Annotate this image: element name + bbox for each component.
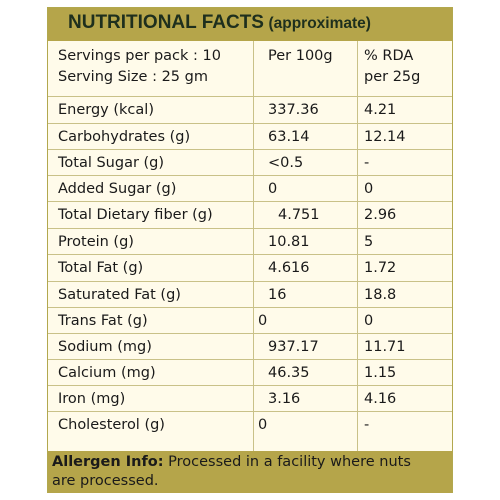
- title-bar: NUTRITIONAL FACTS (approximate): [48, 8, 452, 41]
- nutrient-row: Energy (kcal) 337.36 4.21: [48, 97, 452, 124]
- panel-title: NUTRITIONAL FACTS (approximate): [68, 12, 371, 34]
- nutrient-rda: 11.71: [364, 339, 406, 355]
- nutrient-name: Total Dietary fiber (g): [58, 207, 213, 223]
- nutrient-row: Total Sugar (g) <0.5 -: [48, 150, 452, 176]
- nutrient-rda: 0: [364, 313, 374, 329]
- nutrient-per-100g: 10.81: [268, 234, 310, 250]
- rda-header-line1: % RDA: [364, 48, 414, 64]
- per-100g-header: Per 100g: [268, 48, 333, 64]
- allergen-text: Allergen Info: Processed in a facility w…: [52, 453, 411, 491]
- nutrient-row: Sodium (mg) 937.17 11.71: [48, 334, 452, 360]
- nutrition-facts-panel: NUTRITIONAL FACTS (approximate) Servings…: [47, 7, 453, 493]
- nutrition-table: Servings per pack : 10 Serving Size : 25…: [48, 41, 452, 438]
- nutrient-row: Saturated Fat (g) 16 18.8: [48, 282, 452, 308]
- nutrient-rda: 1.72: [364, 260, 397, 276]
- nutrient-per-100g: 3.16: [268, 391, 301, 407]
- allergen-line2: are processed.: [52, 473, 159, 489]
- nutrient-per-100g: 0: [258, 313, 268, 329]
- nutrient-per-100g: 337.36: [268, 102, 319, 118]
- nutrient-row: Protein (g) 10.81 5: [48, 229, 452, 255]
- nutrient-row: Iron (mg) 3.16 4.16: [48, 386, 452, 412]
- nutrient-per-100g: 46.35: [268, 365, 310, 381]
- allergen-label: Allergen Info:: [52, 454, 164, 470]
- nutrient-name: Carbohydrates (g): [58, 129, 191, 145]
- rda-header: % RDA per 25g: [364, 46, 420, 101]
- nutrient-rda: -: [364, 155, 370, 171]
- nutrient-name: Iron (mg): [58, 391, 126, 407]
- nutrient-per-100g: 4.616: [268, 260, 310, 276]
- title-sub: (approximate): [268, 15, 371, 32]
- nutrient-name: Total Fat (g): [58, 260, 144, 276]
- serving-row: Servings per pack : 10 Serving Size : 25…: [48, 41, 452, 97]
- nutrient-name: Sodium (mg): [58, 339, 152, 355]
- nutrient-name: Energy (kcal): [58, 102, 154, 118]
- nutrient-rda: 1.15: [364, 365, 397, 381]
- nutrient-per-100g: <0.5: [268, 155, 304, 171]
- nutrient-name: Added Sugar (g): [58, 181, 177, 197]
- nutrient-per-100g: 4.751: [278, 207, 320, 223]
- nutrient-rda: 4.16: [364, 391, 397, 407]
- nutrient-rda: -: [364, 417, 370, 433]
- nutrient-name: Saturated Fat (g): [58, 287, 181, 303]
- nutrient-row: Added Sugar (g) 0 0: [48, 176, 452, 202]
- allergen-footer: Allergen Info: Processed in a facility w…: [48, 451, 452, 493]
- nutrient-rda: 0: [364, 181, 374, 197]
- nutrient-rda: 18.8: [364, 287, 397, 303]
- serving-size: Serving Size : 25 gm: [58, 69, 208, 85]
- allergen-line1: Processed in a facility where nuts: [168, 454, 411, 470]
- nutrient-rda: 12.14: [364, 129, 406, 145]
- nutrient-row: Total Fat (g) 4.616 1.72: [48, 255, 452, 282]
- nutrient-name: Protein (g): [58, 234, 134, 250]
- column-divider-1: [253, 41, 254, 451]
- servings-per-pack: Servings per pack : 10: [58, 48, 221, 64]
- column-divider-2: [357, 41, 358, 451]
- nutrient-per-100g: 0: [258, 417, 268, 433]
- nutrient-row: Calcium (mg) 46.35 1.15: [48, 360, 452, 386]
- nutrient-per-100g: 16: [268, 287, 287, 303]
- nutrient-name: Total Sugar (g): [58, 155, 165, 171]
- nutrient-rda: 4.21: [364, 102, 397, 118]
- nutrient-row: Trans Fat (g) 0 0: [48, 308, 452, 334]
- nutrient-per-100g: 0: [268, 181, 278, 197]
- nutrient-row: Total Dietary fiber (g) 4.751 2.96: [48, 202, 452, 229]
- nutrient-row: Cholesterol (g) 0 -: [48, 412, 452, 438]
- serving-info: Servings per pack : 10 Serving Size : 25…: [58, 46, 221, 101]
- title-main: NUTRITIONAL FACTS: [68, 12, 264, 33]
- nutrient-name: Trans Fat (g): [58, 313, 148, 329]
- nutrient-per-100g: 937.17: [268, 339, 319, 355]
- nutrient-rda: 2.96: [364, 207, 397, 223]
- nutrient-row: Carbohydrates (g) 63.14 12.14: [48, 124, 452, 150]
- nutrient-name: Calcium (mg): [58, 365, 156, 381]
- nutrient-rda: 5: [364, 234, 374, 250]
- rda-header-line2: per 25g: [364, 69, 421, 85]
- nutrient-name: Cholesterol (g): [58, 417, 165, 433]
- nutrient-per-100g: 63.14: [268, 129, 310, 145]
- nutrient-rows: Energy (kcal) 337.36 4.21 Carbohydrates (g)…: [48, 97, 452, 438]
